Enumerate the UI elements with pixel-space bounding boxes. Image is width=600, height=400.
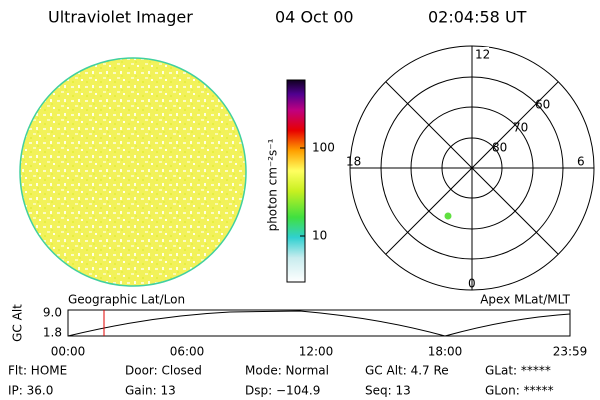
timeline-xtick: 06:00 xyxy=(170,345,205,359)
status-field: IP: 36.0 xyxy=(8,384,53,398)
status-field: Dsp: −104.9 xyxy=(245,384,320,398)
status-field: Seq: 13 xyxy=(365,384,411,398)
status-panel: Flt: HOME Door: Closed Mode: Normal GC Alt:… xyxy=(8,364,554,398)
hour-label: 18 xyxy=(346,155,361,169)
timeline-xtick: 00:00 xyxy=(51,345,86,359)
status-field: GLon: ***** xyxy=(485,384,554,398)
status-field: Gain: 13 xyxy=(125,384,176,398)
status-field: Flt: HOME xyxy=(8,364,67,378)
timeline-title: Geographic Lat/Lon xyxy=(68,293,185,307)
status-field: GLat: ***** xyxy=(485,364,551,378)
status-field: GC Alt: 4.7 Re xyxy=(365,364,449,378)
hour-label: 0 xyxy=(468,277,476,291)
timeline-ytick: 9.0 xyxy=(43,306,62,320)
spot xyxy=(444,212,452,220)
date: 04 Oct 00 xyxy=(275,8,354,27)
lat-label: 70 xyxy=(513,121,528,135)
lat-label: 80 xyxy=(492,141,507,155)
time: 02:04:58 UT xyxy=(428,8,527,27)
title: Ultraviolet Imager xyxy=(48,8,193,27)
status-field: Door: Closed xyxy=(125,364,202,378)
colorbar-tick-label: 100 xyxy=(312,141,335,155)
timeline-box xyxy=(67,309,571,337)
timeline-xtick: 18:00 xyxy=(428,345,463,359)
polar-grid xyxy=(349,45,595,291)
timeline-title: Apex MLat/MLT xyxy=(480,293,570,307)
hour-label: 6 xyxy=(577,155,585,169)
colorbar-label: photon cm⁻²s⁻¹ xyxy=(266,138,280,231)
lat-label: 60 xyxy=(535,98,550,112)
timeline-ytick: 1.8 xyxy=(43,326,62,340)
timeline-xtick: 23:59 xyxy=(553,345,588,359)
uv-image xyxy=(19,57,247,287)
colorbar xyxy=(286,79,306,283)
altitude-curve xyxy=(67,310,571,337)
timeline-xtick: 12:00 xyxy=(299,345,334,359)
colorbar-tick-label: 10 xyxy=(312,229,327,243)
hour-label: 12 xyxy=(475,48,490,62)
timeline-ylabel: GC Alt xyxy=(11,304,25,342)
status-field: Mode: Normal xyxy=(245,364,329,378)
